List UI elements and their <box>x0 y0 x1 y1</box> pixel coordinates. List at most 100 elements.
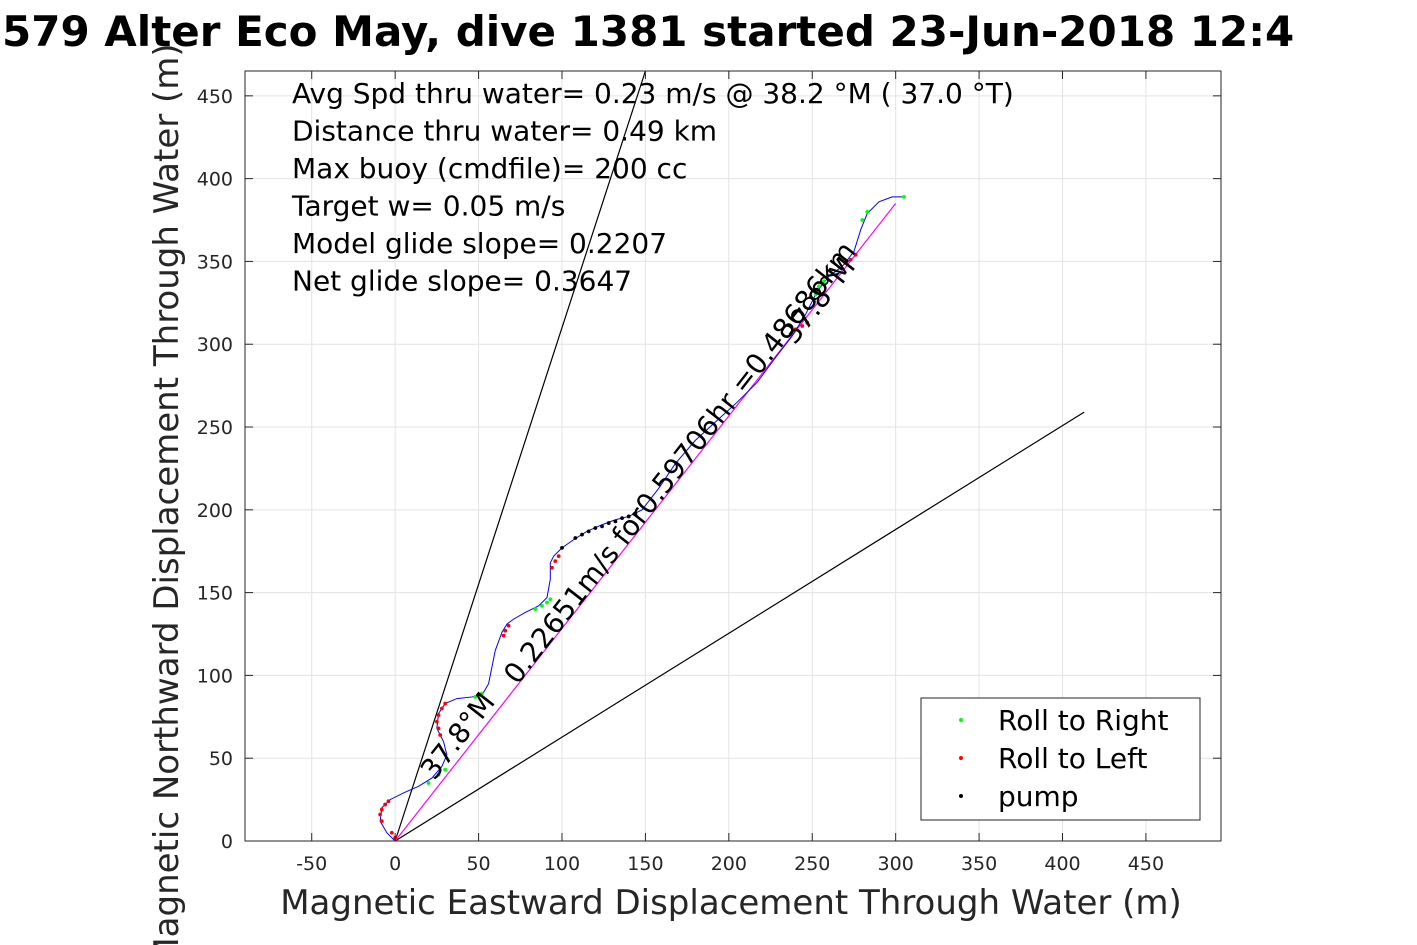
y-tick-label: 450 <box>197 86 233 108</box>
reference-line-cone-upper <box>394 70 646 842</box>
info-line: Max buoy (cmdfile)= 200 cc <box>292 152 687 185</box>
reference-line-cone-lower <box>394 411 1085 842</box>
roll-left-point <box>848 257 853 262</box>
legend-box <box>920 697 1201 821</box>
y-tick-label: 200 <box>197 500 233 522</box>
roll-right-point <box>822 279 826 284</box>
series <box>378 194 906 842</box>
roll-right-point <box>480 691 484 696</box>
roll-right-point <box>443 767 448 772</box>
x-axis-label: Magnetic Eastward Displacement Through W… <box>280 883 1182 923</box>
info-line: Net glide slope= 0.3647 <box>292 265 632 298</box>
roll-left-point <box>439 706 444 711</box>
x-tick-label: 350 <box>961 853 997 875</box>
track-line <box>379 196 906 842</box>
pump-point <box>600 524 604 529</box>
x-tick-label: 300 <box>878 853 914 875</box>
x-tick-label: 100 <box>544 853 580 875</box>
roll-left-point <box>506 623 511 628</box>
x-tick-label: 200 <box>711 853 747 875</box>
x-tick-label: 450 <box>1128 853 1164 875</box>
legend-label: Roll to Left <box>998 742 1147 775</box>
legend-marker <box>959 794 963 798</box>
roll-left-point <box>843 261 848 265</box>
pump-point <box>560 546 564 550</box>
legend-marker <box>959 756 963 760</box>
pump-point <box>633 511 638 516</box>
roll-right-point <box>813 292 818 297</box>
roll-right-point <box>545 600 549 605</box>
pump-point <box>613 519 618 524</box>
roll-right-point <box>902 194 906 199</box>
y-axis-label: Magnetic Northward Displacement Through … <box>147 43 187 945</box>
annotations: 0.22651m/s for0.59706hr =0.48686km37.8°M… <box>414 235 863 785</box>
y-tick-label: 300 <box>197 334 233 356</box>
x-tick-label: -50 <box>296 853 327 875</box>
y-tick-label: 150 <box>197 583 233 605</box>
plot-frame <box>244 70 1222 842</box>
roll-left-point <box>379 807 384 812</box>
roll-left-point <box>800 324 805 328</box>
roll-right-point <box>533 607 538 612</box>
roll-right-point <box>860 218 865 222</box>
roll-left-point <box>436 713 441 718</box>
y-tick-label: 50 <box>209 748 233 770</box>
info-text: Avg Spd thru water= 0.23 m/s @ 38.2 °M (… <box>291 77 1014 298</box>
y-tick-label: 250 <box>197 417 233 439</box>
y-tick-label: 0 <box>221 831 233 853</box>
roll-right-point <box>548 597 553 602</box>
roll-left-point <box>805 320 810 325</box>
pump-point <box>606 521 611 525</box>
y-tick-label: 350 <box>197 251 233 273</box>
info-line: Distance thru water= 0.49 km <box>292 115 717 148</box>
roll-right-point <box>436 772 441 777</box>
roll-left-point <box>793 327 798 332</box>
annotation: 37.8°M <box>414 686 502 786</box>
roll-left-point <box>503 628 508 633</box>
info-line: Avg Spd thru water= 0.23 m/s @ 38.2 °M (… <box>292 77 1014 110</box>
roll-right-point <box>817 284 821 289</box>
roll-left-point <box>436 726 441 731</box>
roll-right-point <box>865 209 870 214</box>
roll-left-point <box>378 812 383 817</box>
roll-left-point <box>383 802 388 807</box>
legend: Roll to Right Roll to Left pump <box>920 697 1201 821</box>
roll-left-point <box>443 701 448 706</box>
roll-left-point <box>386 799 391 804</box>
x-tick-label: 250 <box>794 853 830 875</box>
pump-point <box>573 536 578 540</box>
info-line: Model glide slope= 0.2207 <box>292 227 667 260</box>
legend-marker <box>959 718 963 722</box>
x-tick-label: 0 <box>389 853 401 875</box>
roll-left-point <box>379 819 384 824</box>
pump-point <box>593 526 598 530</box>
pump-point <box>620 516 624 520</box>
pump-point <box>580 532 584 537</box>
legend-label: pump <box>998 780 1079 813</box>
reference-lines <box>394 70 1085 842</box>
x-tick-label: 150 <box>627 853 663 875</box>
info-line: Target w= 0.05 m/s <box>291 190 565 223</box>
roll-left-point <box>553 559 558 564</box>
roll-right-point <box>473 695 478 699</box>
roll-left-point <box>389 830 394 835</box>
y-tick-label: 100 <box>197 665 233 687</box>
roll-left-point <box>434 719 439 724</box>
x-tick-label: 50 <box>466 853 490 875</box>
roll-left-point <box>556 554 561 559</box>
roll-right-point <box>540 603 544 608</box>
roll-left-point <box>438 733 443 737</box>
x-tick-label: 400 <box>1044 853 1080 875</box>
y-tick-label: 400 <box>197 169 233 191</box>
roll-left-point <box>853 252 858 257</box>
pump-point <box>586 529 591 534</box>
roll-left-point <box>550 565 554 570</box>
legend-label: Roll to Right <box>998 704 1169 737</box>
roll-left-point <box>501 633 506 638</box>
reference-line-net-heading <box>394 203 897 842</box>
chart-title: 579 Alter Eco May, dive 1381 started 23-… <box>2 7 1294 56</box>
roll-right-point <box>426 781 431 785</box>
pump-point <box>626 514 631 519</box>
ticks: -50 0 50 100 150 200 250 300 350 400 450 0 50 100 150 2… <box>197 71 1221 875</box>
